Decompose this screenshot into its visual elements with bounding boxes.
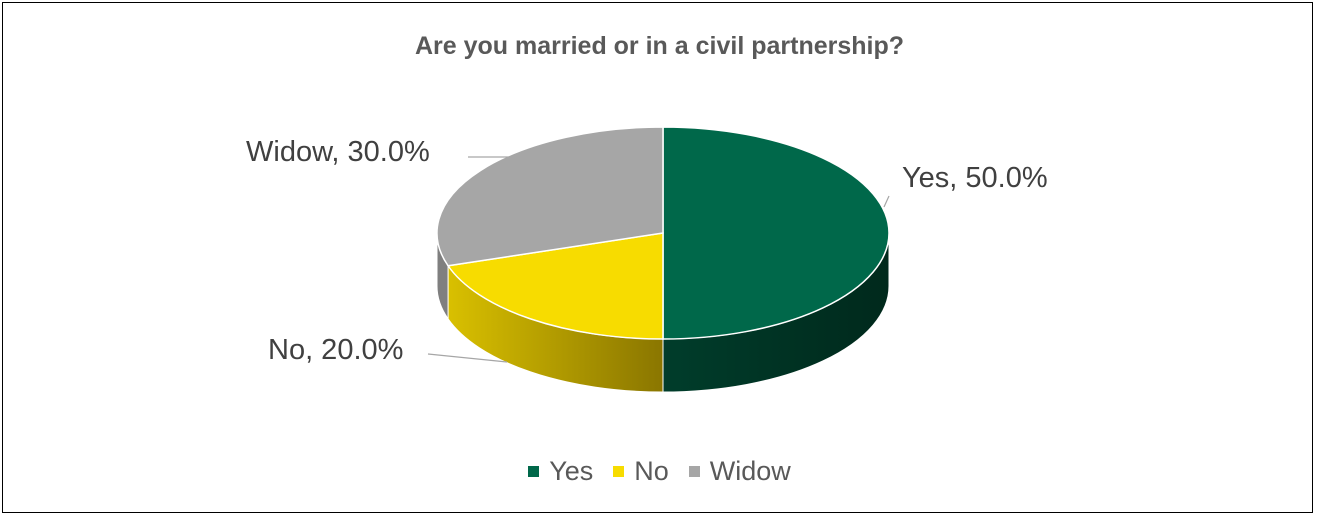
- data-label-yes: Yes, 50.0%: [902, 162, 1048, 194]
- pie-slice-yes: [662, 126, 890, 340]
- pie-slice-no: [446, 232, 664, 340]
- chart-legend: Yes No Widow: [0, 456, 1319, 487]
- leader-line-yes: [883, 195, 890, 208]
- legend-item-yes: Yes: [528, 456, 593, 487]
- legend-label-no: No: [634, 456, 669, 486]
- legend-swatch-yes: [528, 466, 540, 477]
- pie-slice-widow: [436, 126, 664, 267]
- legend-item-widow: Widow: [688, 456, 791, 487]
- leader-line-no: [427, 353, 508, 363]
- legend-label-widow: Widow: [709, 456, 791, 486]
- legend-swatch-no: [613, 466, 625, 477]
- legend-swatch-widow: [688, 466, 700, 477]
- data-label-no: No, 20.0%: [268, 334, 403, 366]
- data-label-widow: Widow, 30.0%: [246, 136, 430, 168]
- legend-item-no: No: [613, 456, 669, 487]
- chart-title: Are you married or in a civil partnershi…: [414, 32, 905, 60]
- legend-label-yes: Yes: [549, 456, 594, 486]
